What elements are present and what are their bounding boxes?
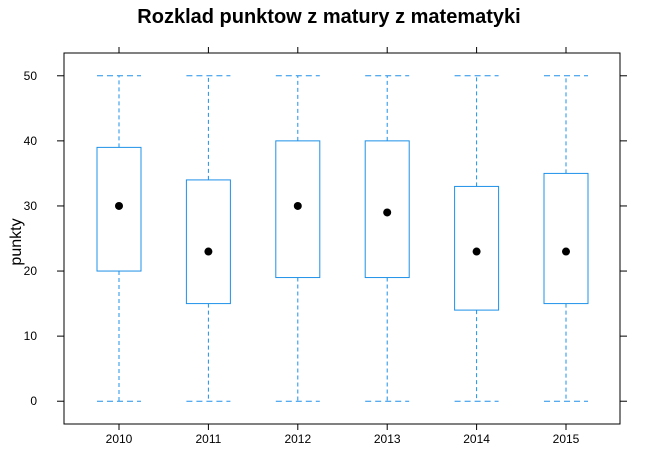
iqr-box: [543, 172, 589, 305]
box-series: [96, 75, 589, 402]
box-2010: [96, 75, 142, 402]
y-tick-label: 20: [24, 264, 38, 278]
x-tick-label: 2010: [106, 432, 133, 446]
box-2015: [543, 75, 589, 402]
box-2013: [364, 75, 410, 402]
y-axis: 0 10 20 30 40 50: [24, 69, 627, 408]
x-tick-label: 2015: [553, 432, 580, 446]
x-tick-label: 2014: [463, 432, 490, 446]
box-2014: [454, 75, 500, 402]
y-tick-label: 10: [24, 329, 38, 343]
x-tick-label: 2013: [374, 432, 401, 446]
y-axis-label: punkty: [8, 218, 25, 265]
median-dot: [293, 201, 302, 210]
box-2012: [275, 75, 321, 402]
median-dot: [115, 201, 123, 210]
median-dot: [562, 247, 570, 256]
y-tick-label: 0: [30, 394, 37, 408]
median-dot: [204, 247, 213, 256]
median-dot: [383, 208, 392, 217]
y-tick-label: 40: [24, 134, 38, 148]
x-tick-label: 2012: [284, 432, 311, 446]
y-tick-label: 30: [24, 199, 38, 213]
chart-title: Rozklad punktow z matury z matematyki: [137, 6, 520, 28]
y-tick-label: 50: [24, 69, 38, 83]
iqr-box: [185, 179, 231, 305]
box-2011: [185, 75, 231, 402]
x-axis: 2010 2011 2012 2013 2014 2015: [106, 47, 580, 446]
plot-frame: [63, 52, 621, 425]
median-dot: [472, 247, 481, 256]
x-tick-label: 2011: [195, 432, 221, 446]
